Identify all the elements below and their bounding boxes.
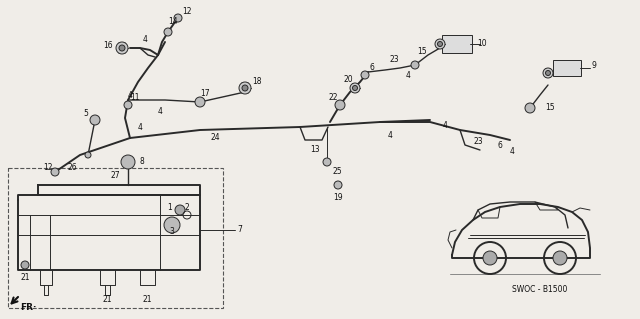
- Text: 7: 7: [237, 226, 243, 234]
- Circle shape: [242, 85, 248, 91]
- Text: 4: 4: [127, 91, 132, 100]
- Text: 5: 5: [84, 108, 88, 117]
- Text: 23: 23: [473, 137, 483, 146]
- Circle shape: [90, 115, 100, 125]
- Text: 25: 25: [332, 167, 342, 176]
- Text: 16: 16: [103, 41, 113, 49]
- Circle shape: [85, 152, 91, 158]
- Text: 4: 4: [509, 147, 515, 157]
- Text: 23: 23: [389, 56, 399, 64]
- Circle shape: [334, 181, 342, 189]
- Text: 2: 2: [184, 203, 189, 211]
- Text: 9: 9: [591, 61, 596, 70]
- Circle shape: [438, 41, 442, 47]
- Text: SWOC - B1500: SWOC - B1500: [512, 286, 568, 294]
- Text: 1: 1: [168, 203, 172, 211]
- Circle shape: [239, 82, 251, 94]
- Text: 27: 27: [110, 170, 120, 180]
- Text: 4: 4: [138, 123, 143, 132]
- Text: 21: 21: [20, 273, 29, 283]
- Text: 10: 10: [477, 39, 487, 48]
- Text: 24: 24: [210, 132, 220, 142]
- Text: 19: 19: [333, 192, 343, 202]
- Circle shape: [483, 251, 497, 265]
- Circle shape: [51, 168, 59, 176]
- Circle shape: [323, 158, 331, 166]
- Circle shape: [335, 100, 345, 110]
- Text: 8: 8: [140, 158, 145, 167]
- Text: 21: 21: [142, 295, 152, 305]
- Text: 15: 15: [417, 48, 427, 56]
- Circle shape: [525, 103, 535, 113]
- Bar: [8, 168, 223, 308]
- Text: 4: 4: [443, 121, 447, 130]
- Circle shape: [124, 101, 132, 109]
- Text: 4: 4: [157, 108, 163, 116]
- Circle shape: [361, 71, 369, 79]
- Text: 26: 26: [67, 164, 77, 173]
- Text: 20: 20: [343, 76, 353, 85]
- Text: 12: 12: [182, 8, 192, 17]
- Text: 6: 6: [497, 140, 502, 150]
- Text: 18: 18: [252, 78, 262, 86]
- Circle shape: [175, 205, 185, 215]
- Circle shape: [435, 39, 445, 49]
- Text: 15: 15: [545, 103, 555, 113]
- Circle shape: [116, 42, 128, 54]
- Bar: [442, 35, 472, 53]
- Circle shape: [411, 61, 419, 69]
- Bar: [553, 60, 581, 76]
- Circle shape: [543, 68, 553, 78]
- Text: 21: 21: [102, 295, 112, 305]
- Text: 13: 13: [310, 145, 320, 154]
- Circle shape: [350, 83, 360, 93]
- Text: 22: 22: [328, 93, 338, 102]
- Text: 12: 12: [44, 164, 52, 173]
- Text: 14: 14: [168, 18, 178, 26]
- Circle shape: [21, 261, 29, 269]
- Circle shape: [119, 45, 125, 51]
- Circle shape: [164, 217, 180, 233]
- Text: 4: 4: [388, 130, 392, 139]
- Text: FR·: FR·: [20, 303, 36, 313]
- Circle shape: [353, 85, 358, 91]
- Text: 3: 3: [170, 226, 175, 235]
- Circle shape: [553, 251, 567, 265]
- Text: 4: 4: [406, 70, 410, 79]
- Text: 4: 4: [143, 35, 147, 44]
- Circle shape: [174, 14, 182, 22]
- Circle shape: [164, 28, 172, 36]
- Circle shape: [545, 70, 550, 76]
- Circle shape: [121, 155, 135, 169]
- Circle shape: [195, 97, 205, 107]
- Text: 6: 6: [369, 63, 374, 72]
- Text: 17: 17: [200, 88, 210, 98]
- Text: 11: 11: [131, 93, 140, 102]
